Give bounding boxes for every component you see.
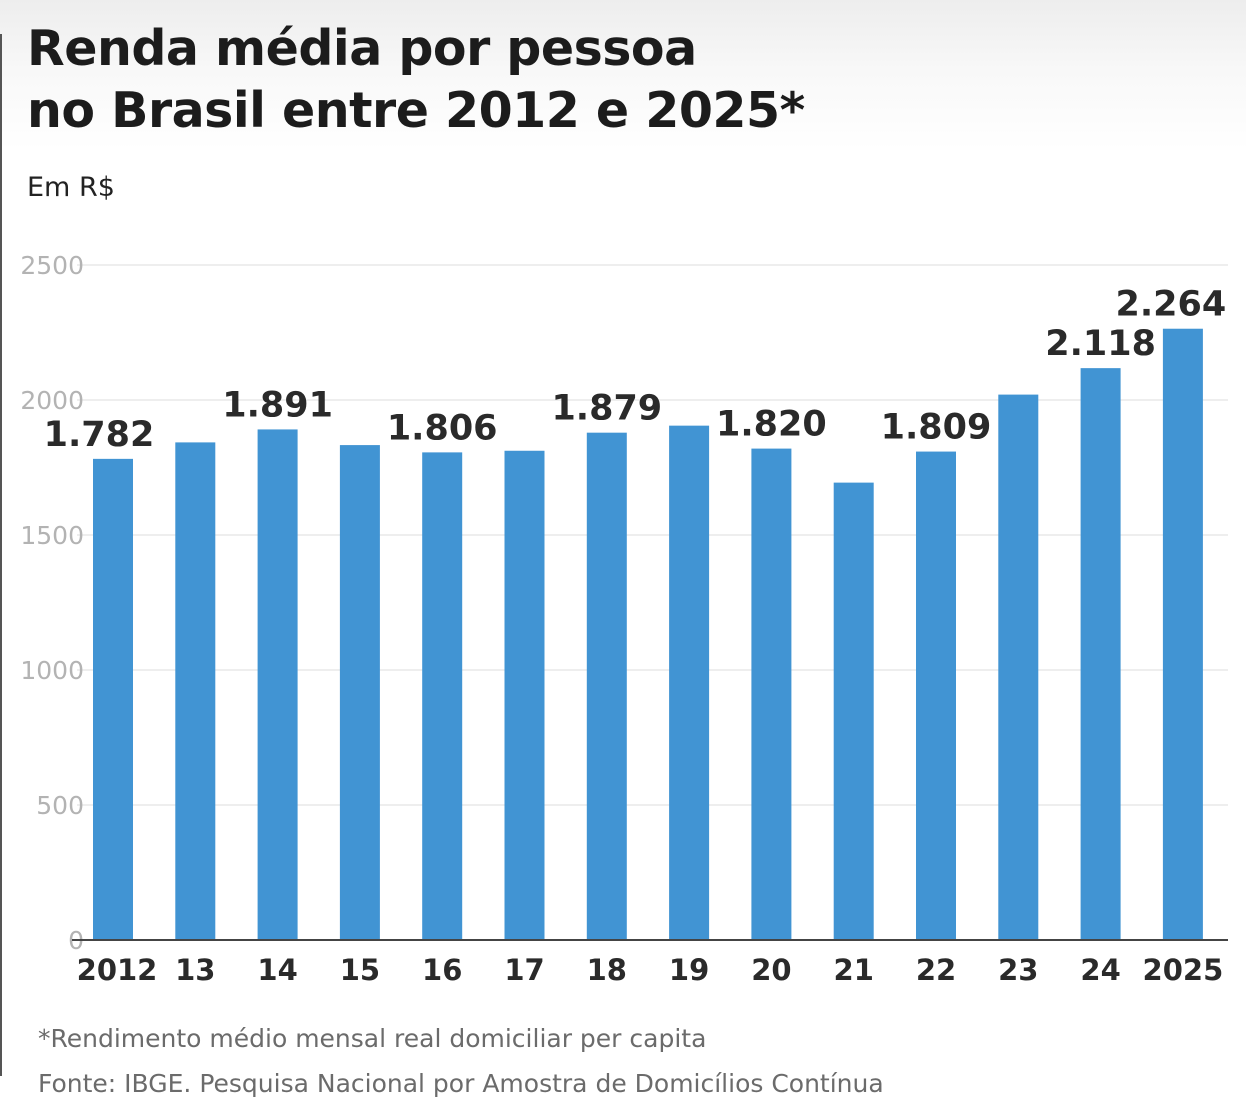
y-tick-label: 2500 [20,251,84,280]
bar [833,482,874,940]
data-label: 1.782 [44,415,155,455]
y-tick-label: 500 [36,791,84,820]
bar [93,458,133,940]
bar [339,445,380,940]
x-tick-label: 20 [751,953,791,987]
bar [504,450,545,940]
bar [916,451,956,940]
data-label: 2.118 [1045,324,1156,364]
x-tick-label: 23 [998,953,1038,987]
y-tick-label: 1500 [20,521,84,550]
footnote: *Rendimento médio mensal real domiciliar… [38,1024,707,1053]
x-tick-label: 19 [669,953,709,987]
bar [998,394,1039,941]
x-tick-label: 18 [587,953,627,987]
bar [1162,328,1203,941]
data-label: 1.820 [716,405,827,445]
bar [257,429,298,940]
bar [422,452,463,940]
x-tick-label: 2012 [77,953,158,987]
x-tick-label: 17 [504,953,544,987]
x-tick-label: 22 [916,953,956,987]
x-tick-label: 2025 [1143,953,1224,987]
y-tick-label: 1000 [20,656,84,685]
chart-title-line-1: Renda média por pessoa [27,20,697,77]
data-label: 1.879 [551,389,662,429]
x-tick-label: 21 [834,953,874,987]
bar [586,432,627,940]
y-tick-label: 2000 [20,386,84,415]
data-label: 2.264 [1116,285,1227,325]
bar [175,442,216,940]
unit-label: Em R$ [27,172,115,203]
x-tick-label: 24 [1080,953,1120,987]
chart-title: Renda média por pessoa no Brasil entre 2… [27,18,1177,142]
bar [1080,368,1121,940]
x-tick-label: 16 [422,953,462,987]
x-tick-label: 15 [340,953,380,987]
left-rule [0,34,2,1076]
bar [669,425,710,940]
data-label: 1.809 [881,408,992,448]
chart-title-line-2: no Brasil entre 2012 e 2025* [27,82,805,139]
x-tick-label: 13 [175,953,215,987]
bar [751,448,792,940]
data-label: 1.806 [387,408,498,448]
source-note: Fonte: IBGE. Pesquisa Nacional por Amost… [38,1069,884,1098]
x-tick-label: 14 [257,953,297,987]
data-label: 1.891 [222,385,333,425]
